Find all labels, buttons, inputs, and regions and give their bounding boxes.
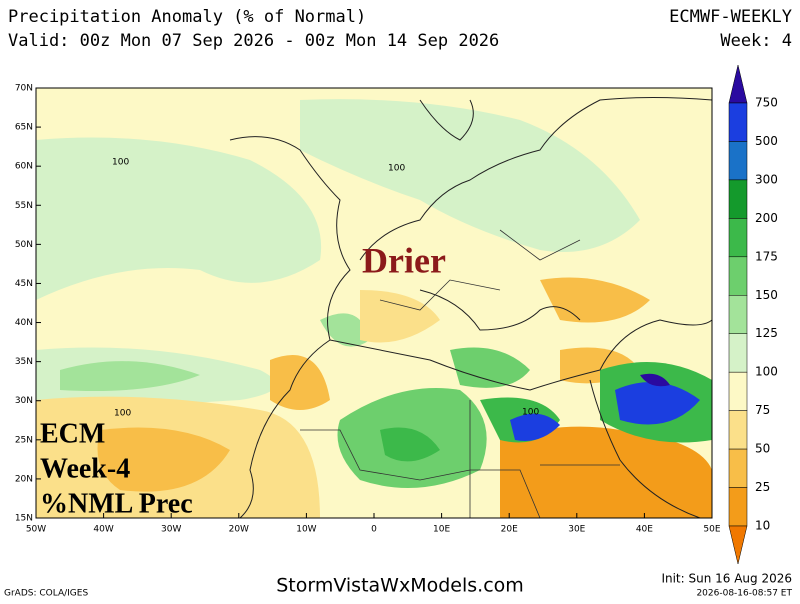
grads-credit: GrADS: COLA/IGES bbox=[4, 589, 88, 599]
colorbar-segment bbox=[728, 295, 748, 334]
colorbar-segment bbox=[728, 179, 748, 219]
colorbar-cap bbox=[728, 525, 748, 565]
overlay-line: %NML Prec bbox=[40, 488, 193, 519]
lon-label: 20W bbox=[229, 525, 249, 535]
lon-label: 40W bbox=[93, 525, 113, 535]
colorbar-label: 100 bbox=[755, 365, 778, 379]
week: Week: 4 bbox=[720, 31, 792, 51]
colorbar-label: 500 bbox=[755, 134, 778, 148]
colorbar-label: 750 bbox=[755, 96, 778, 110]
colorbar-label: 300 bbox=[755, 172, 778, 186]
overlay-line: Week-4 bbox=[40, 453, 130, 484]
lon-label: 30W bbox=[161, 525, 181, 535]
contour-label: 100 bbox=[388, 164, 405, 174]
lat-label: 25N bbox=[15, 435, 33, 445]
lon-label: 40E bbox=[636, 525, 653, 535]
lat-label: 15N bbox=[15, 514, 33, 524]
valid-time: Valid: 00z Mon 07 Sep 2026 - 00z Mon 14 … bbox=[8, 31, 499, 51]
lon-label: 10W bbox=[296, 525, 316, 535]
colorbar-segment bbox=[728, 371, 748, 411]
lat-label: 30N bbox=[15, 396, 33, 406]
colorbar-segment bbox=[728, 448, 748, 488]
lon-label: 0 bbox=[371, 525, 377, 535]
lat-label: 45N bbox=[15, 279, 33, 289]
colorbar-segment bbox=[728, 141, 748, 181]
colorbar-label: 75 bbox=[755, 403, 770, 417]
lon-label: 50E bbox=[703, 525, 720, 535]
colorbar-segment bbox=[728, 410, 748, 450]
lon-label: 50W bbox=[26, 525, 46, 535]
title: Precipitation Anomaly (% of Normal) bbox=[8, 7, 366, 27]
colorbar-label: 10 bbox=[755, 519, 770, 533]
lat-label: 35N bbox=[15, 357, 33, 367]
contour-label: 100 bbox=[112, 158, 129, 168]
lat-label: 50N bbox=[15, 240, 33, 250]
map: 100 100 100 100 Drier ECM Week-4 %NML Pr… bbox=[35, 87, 713, 519]
lat-label: 65N bbox=[15, 123, 33, 133]
colorbar-label: 150 bbox=[755, 288, 778, 302]
colorbar-segment bbox=[728, 333, 748, 373]
contour-label: 100 bbox=[114, 409, 131, 419]
colorbar-label: 175 bbox=[755, 249, 778, 263]
overlay-line: ECM bbox=[40, 418, 105, 449]
colorbar-segment bbox=[728, 256, 748, 296]
annotation: Drier bbox=[362, 240, 446, 280]
lat-label: 70N bbox=[15, 84, 33, 94]
timestamp: 2026-08-16-08:57 ET bbox=[696, 589, 792, 599]
lat-label: 20N bbox=[15, 474, 33, 484]
colorbar-label: 200 bbox=[755, 211, 778, 225]
lat-label: 60N bbox=[15, 162, 33, 172]
init-time: Init: Sun 16 Aug 2026 bbox=[661, 572, 792, 586]
colorbar-label: 125 bbox=[755, 326, 778, 340]
colorbar-label: 25 bbox=[755, 480, 770, 494]
colorbar-segment bbox=[728, 487, 748, 527]
lon-label: 30E bbox=[568, 525, 585, 535]
colorbar-cap bbox=[728, 64, 748, 104]
contour-label: 100 bbox=[522, 408, 539, 418]
colorbar-segment bbox=[728, 218, 748, 258]
lat-label: 40N bbox=[15, 318, 33, 328]
lat-label: 55N bbox=[15, 201, 33, 211]
colorbar: 750 500 300 200 175 150 125 100 75 50 25 10 bbox=[728, 64, 778, 565]
lon-label: 10E bbox=[433, 525, 450, 535]
model: ECMWF-WEEKLY bbox=[669, 7, 792, 27]
colorbar-segment bbox=[728, 102, 748, 142]
colorbar-label: 50 bbox=[755, 442, 770, 456]
lon-label: 20E bbox=[501, 525, 518, 535]
site: StormVistaWxModels.com bbox=[276, 575, 524, 597]
